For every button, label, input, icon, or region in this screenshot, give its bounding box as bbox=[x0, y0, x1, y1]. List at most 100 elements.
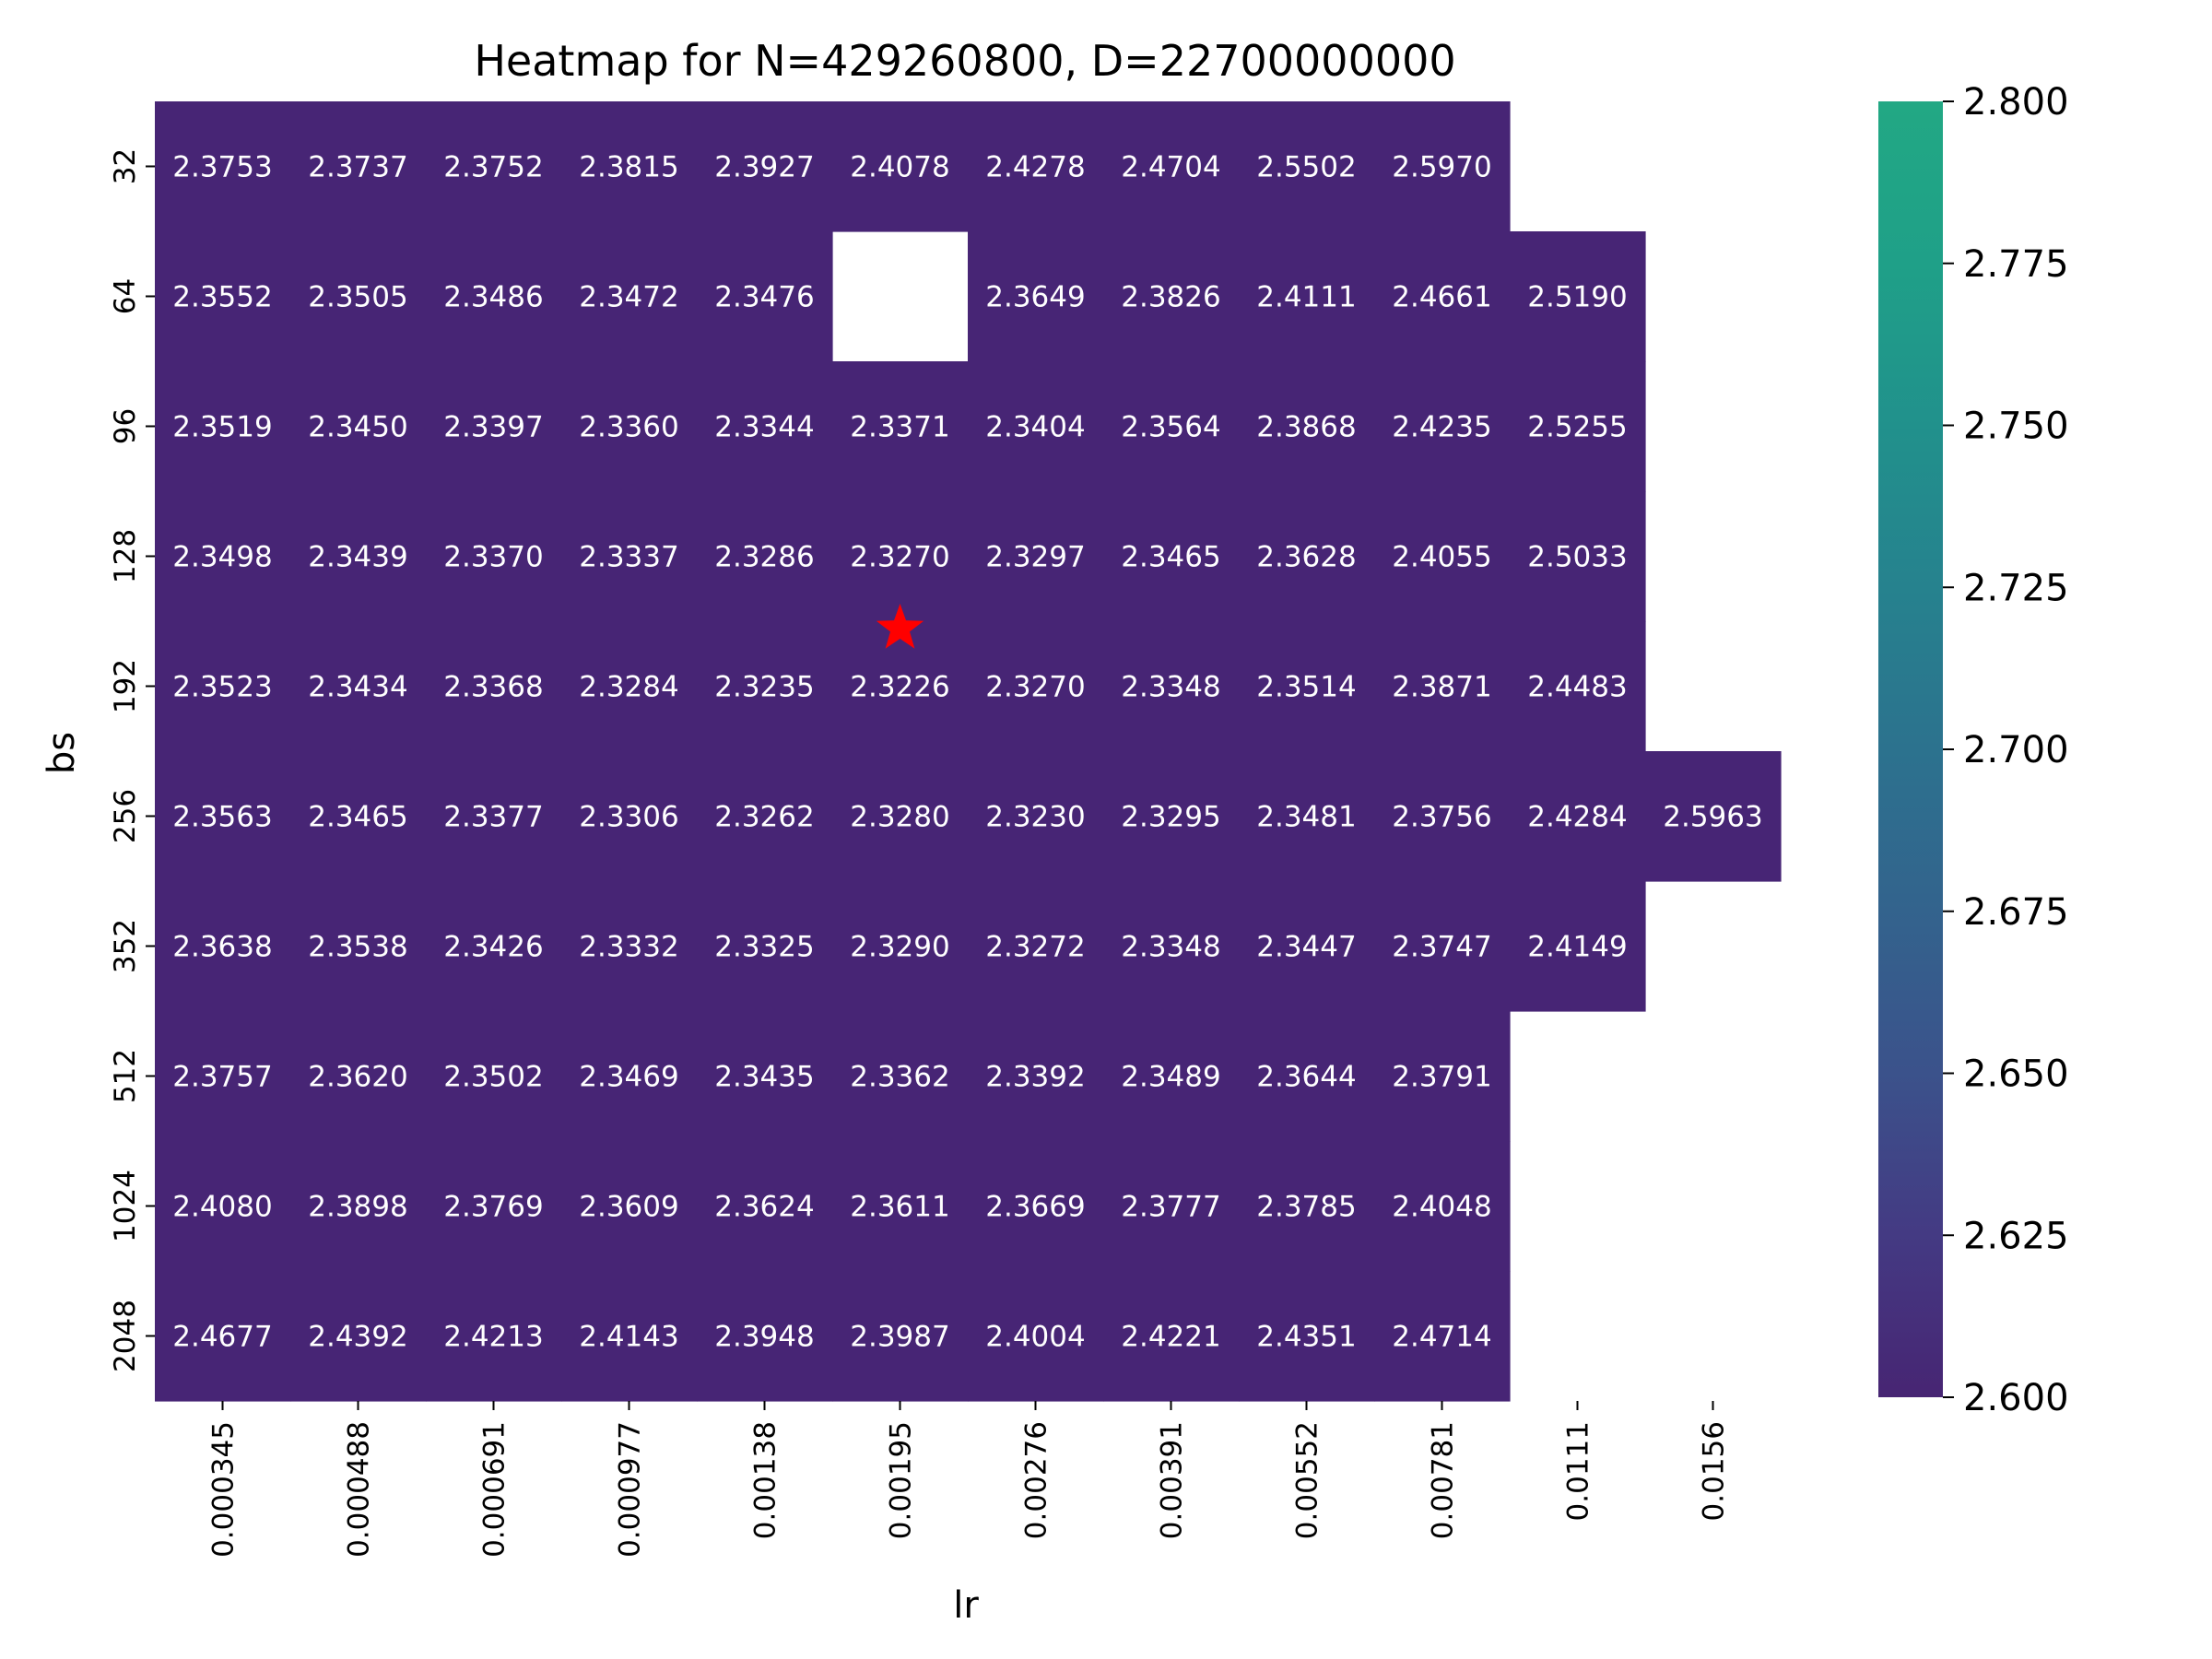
heatmap-cell bbox=[155, 1141, 291, 1272]
heatmap-cell bbox=[697, 751, 833, 882]
colorbar-tick-label: 2.725 bbox=[1963, 567, 2069, 609]
heatmap-cell bbox=[426, 101, 562, 232]
chart-title: Heatmap for N=429260800, D=22700000000 bbox=[474, 36, 1455, 86]
cell-value-label: 2.3649 bbox=[985, 281, 1085, 314]
cell-value-label: 2.5502 bbox=[1256, 151, 1356, 184]
heatmap-cell bbox=[1510, 231, 1646, 362]
cell-value-label: 2.4055 bbox=[1392, 541, 1491, 574]
heatmap-cell bbox=[832, 1011, 969, 1142]
y-axis-label: bs bbox=[41, 732, 83, 774]
heatmap-cell bbox=[1239, 1141, 1375, 1272]
heatmap-cell bbox=[1510, 361, 1646, 492]
cell-value-label: 2.3523 bbox=[172, 671, 272, 704]
cell-value-label: 2.4714 bbox=[1392, 1321, 1491, 1354]
heatmap-cell bbox=[968, 751, 1104, 882]
heatmap-cell bbox=[1374, 1011, 1511, 1142]
cell-value-label: 2.3502 bbox=[443, 1061, 543, 1094]
cell-value-label: 2.3262 bbox=[714, 801, 814, 834]
cell-value-label: 2.3272 bbox=[985, 931, 1085, 964]
heatmap-cell bbox=[1103, 491, 1240, 622]
cell-value-label: 2.3344 bbox=[714, 411, 814, 444]
cell-value-label: 2.4213 bbox=[443, 1321, 543, 1354]
heatmap-cell bbox=[561, 1141, 698, 1272]
y-tick-label: 256 bbox=[109, 789, 142, 843]
cell-value-label: 2.3505 bbox=[308, 281, 407, 314]
cell-value-label: 2.3426 bbox=[443, 931, 543, 964]
x-tick-label: 0.000691 bbox=[478, 1421, 512, 1558]
cell-value-label: 2.3644 bbox=[1256, 1061, 1356, 1094]
cell-value-label: 2.3756 bbox=[1392, 801, 1491, 834]
cell-value-label: 2.3628 bbox=[1256, 541, 1356, 574]
heatmap-cell bbox=[155, 1011, 291, 1142]
x-tick-label: 0.000345 bbox=[207, 1421, 241, 1558]
heatmap-cell bbox=[968, 881, 1104, 1012]
heatmap-cells: 2.3753 2.3737 2.3752 2.3815 2.3927 2.4078 2.42… bbox=[155, 101, 1782, 1402]
heatmap-cell bbox=[697, 231, 833, 362]
heatmap-cell bbox=[832, 621, 969, 752]
cell-value-label: 2.3286 bbox=[714, 541, 814, 574]
colorbar-tick-label: 2.750 bbox=[1963, 406, 2069, 448]
cell-value-label: 2.3563 bbox=[172, 801, 272, 834]
heatmap-cell bbox=[697, 1141, 833, 1272]
heatmap-cell bbox=[1374, 751, 1511, 882]
cell-value-label: 2.3757 bbox=[172, 1061, 272, 1094]
cell-value-label: 2.3325 bbox=[714, 931, 814, 964]
heatmap-cell bbox=[155, 101, 291, 232]
cell-value-label: 2.3564 bbox=[1121, 411, 1220, 444]
heatmap-cell bbox=[968, 231, 1104, 362]
heatmap-cell bbox=[290, 751, 427, 882]
y-tick-label: 352 bbox=[109, 919, 142, 973]
colorbar-ticks: 2.600 2.625 2.650 2.675 2.700 2.725 2.750 2.775… bbox=[1943, 81, 2069, 1419]
cell-value-label: 2.3280 bbox=[850, 801, 949, 834]
best-marker bbox=[876, 604, 924, 649]
heatmap-cell bbox=[697, 1271, 833, 1402]
heatmap-cell bbox=[697, 101, 833, 232]
cell-value-label: 2.3332 bbox=[579, 931, 678, 964]
cell-value-label: 2.3371 bbox=[850, 411, 949, 444]
cell-value-label: 2.3360 bbox=[579, 411, 678, 444]
heatmap-cell bbox=[832, 491, 969, 622]
colorbar-tick-label: 2.650 bbox=[1963, 1053, 2069, 1096]
cell-value-label: 2.3439 bbox=[308, 541, 407, 574]
heatmap-cell bbox=[1374, 1141, 1511, 1272]
heatmap-cell bbox=[561, 1271, 698, 1402]
cell-value-label: 2.3284 bbox=[579, 671, 678, 704]
cell-value-label: 2.3486 bbox=[443, 281, 543, 314]
x-axis-label: lr bbox=[953, 1584, 979, 1627]
colorbar-tick-label: 2.700 bbox=[1963, 729, 2069, 771]
heatmap-cell bbox=[155, 1271, 291, 1402]
heatmap-cell bbox=[968, 1141, 1104, 1272]
cell-value-label: 2.4221 bbox=[1121, 1321, 1220, 1354]
colorbar bbox=[1878, 101, 1943, 1397]
y-tick-label: 128 bbox=[109, 529, 142, 583]
heatmap-cell bbox=[1103, 621, 1240, 752]
y-tick-label: 512 bbox=[109, 1049, 142, 1103]
heatmap-cell bbox=[290, 881, 427, 1012]
heatmap-cell bbox=[832, 751, 969, 882]
cell-value-label: 2.5970 bbox=[1392, 151, 1491, 184]
cell-value-label: 2.4351 bbox=[1256, 1321, 1356, 1354]
y-tick-label: 96 bbox=[109, 408, 142, 444]
cell-value-label: 2.3270 bbox=[985, 671, 1085, 704]
x-tick-label: 0.00781 bbox=[1427, 1421, 1460, 1539]
heatmap-cell bbox=[832, 1271, 969, 1402]
heatmap-cell bbox=[1510, 621, 1646, 752]
y-tick-label: 1024 bbox=[109, 1170, 142, 1242]
y-tick-label: 64 bbox=[109, 278, 142, 314]
heatmap-cell bbox=[1374, 361, 1511, 492]
cell-value-label: 2.3948 bbox=[714, 1321, 814, 1354]
x-tick-label: 0.00195 bbox=[885, 1421, 918, 1539]
heatmap-cell bbox=[155, 621, 291, 752]
cell-value-label: 2.4483 bbox=[1527, 671, 1627, 704]
heatmap-cell bbox=[1239, 231, 1375, 362]
heatmap-cell bbox=[968, 101, 1104, 232]
cell-value-label: 2.3669 bbox=[985, 1191, 1085, 1224]
cell-value-label: 2.4661 bbox=[1392, 281, 1491, 314]
cell-value-label: 2.3226 bbox=[850, 671, 949, 704]
cell-value-label: 2.3368 bbox=[443, 671, 543, 704]
heatmap-cell bbox=[1374, 491, 1511, 622]
cell-value-label: 2.3747 bbox=[1392, 931, 1491, 964]
cell-value-label: 2.4278 bbox=[985, 151, 1085, 184]
cell-value-label: 2.3230 bbox=[985, 801, 1085, 834]
cell-value-label: 2.3777 bbox=[1121, 1191, 1220, 1224]
